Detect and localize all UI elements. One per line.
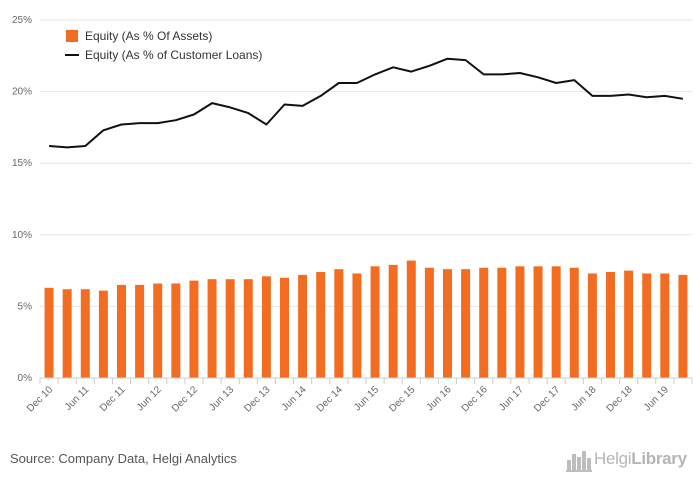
legend: Equity (As % Of Assets) Equity (As % of … [65, 29, 262, 62]
x-tick-label: Jun 18 [569, 384, 598, 413]
y-tick-label: 10% [12, 230, 32, 241]
x-tick-label: Jun 16 [425, 384, 454, 413]
x-axis: Dec 10 Jun 11 Dec 11 Jun 12 Dec 12 Jun 13 Dec … [25, 377, 693, 415]
line-series [49, 57, 684, 149]
x-tick-label: Jun 15 [352, 384, 381, 413]
bar [316, 272, 326, 378]
bar [461, 269, 471, 378]
bar [515, 266, 525, 378]
bar [352, 273, 362, 378]
x-tick-label: Jun 17 [497, 384, 526, 413]
y-tick-label: 5% [18, 301, 33, 312]
bar [189, 280, 199, 378]
x-tick-label: Dec 16 [460, 384, 490, 414]
bar [62, 289, 72, 378]
legend-label-assets: Equity (As % Of Assets) [85, 29, 212, 43]
x-tick-label: Dec 10 [25, 384, 55, 414]
bar [261, 276, 271, 378]
x-tick-label: Jun 11 [63, 384, 92, 413]
bar [207, 279, 217, 378]
x-tick-label: Dec 11 [98, 384, 128, 414]
x-tick-label: Dec 17 [532, 384, 562, 414]
bar [171, 283, 181, 378]
brand-name-light: Helgi [594, 449, 632, 468]
bar [388, 264, 398, 378]
y-tick-label: 20% [12, 87, 32, 98]
bar [569, 267, 579, 378]
bar [624, 270, 634, 378]
bar [606, 272, 615, 378]
bar [370, 266, 380, 378]
bar [587, 273, 597, 378]
bar [334, 269, 344, 378]
bar [44, 287, 54, 378]
bar [280, 277, 289, 378]
bar [443, 269, 452, 378]
source-note: Source: Company Data, Helgi Analytics [10, 451, 237, 466]
bar [551, 266, 561, 378]
legend-label-loans: Equity (As % of Customer Loans) [85, 48, 262, 62]
bar [479, 267, 489, 378]
brand-logo[interactable]: HelgiLibrary [566, 446, 692, 472]
gridlines [40, 19, 692, 307]
brand-name: HelgiLibrary [594, 449, 687, 469]
brand-name-bold: Library [631, 449, 687, 468]
y-tick-label: 0% [18, 373, 33, 384]
x-tick-label: Jun 19 [642, 384, 671, 413]
bar [678, 274, 688, 378]
x-tick-label: Jun 14 [280, 384, 309, 413]
bar [642, 273, 652, 378]
x-tick-label: Dec 12 [170, 384, 200, 414]
bar [424, 267, 434, 378]
bar [117, 284, 126, 378]
y-tick-label: 15% [12, 158, 32, 169]
x-tick-label: Dec 15 [387, 384, 417, 414]
bar [406, 260, 416, 378]
x-tick-label: Dec 13 [242, 384, 272, 414]
bar [660, 273, 670, 378]
bar-series [44, 260, 688, 378]
bar [243, 279, 253, 378]
y-tick-label: 25% [12, 15, 32, 26]
x-tick-label: Dec 14 [315, 384, 345, 414]
bar [298, 274, 308, 378]
bar [533, 266, 543, 378]
x-tick-label: Dec 18 [605, 384, 635, 414]
y-axis-ticks: 0% 5% 10% 15% 20% 25% [12, 15, 32, 384]
x-tick-label: Jun 12 [135, 384, 164, 413]
city-skyline-icon [566, 451, 592, 472]
bar [135, 284, 145, 378]
legend-swatch-assets [66, 30, 78, 42]
bar [497, 267, 507, 378]
bar [80, 289, 90, 378]
bar [153, 283, 163, 378]
bar [225, 279, 235, 378]
bar [98, 290, 108, 378]
x-tick-label: Jun 13 [207, 384, 236, 413]
series-line [49, 57, 684, 149]
